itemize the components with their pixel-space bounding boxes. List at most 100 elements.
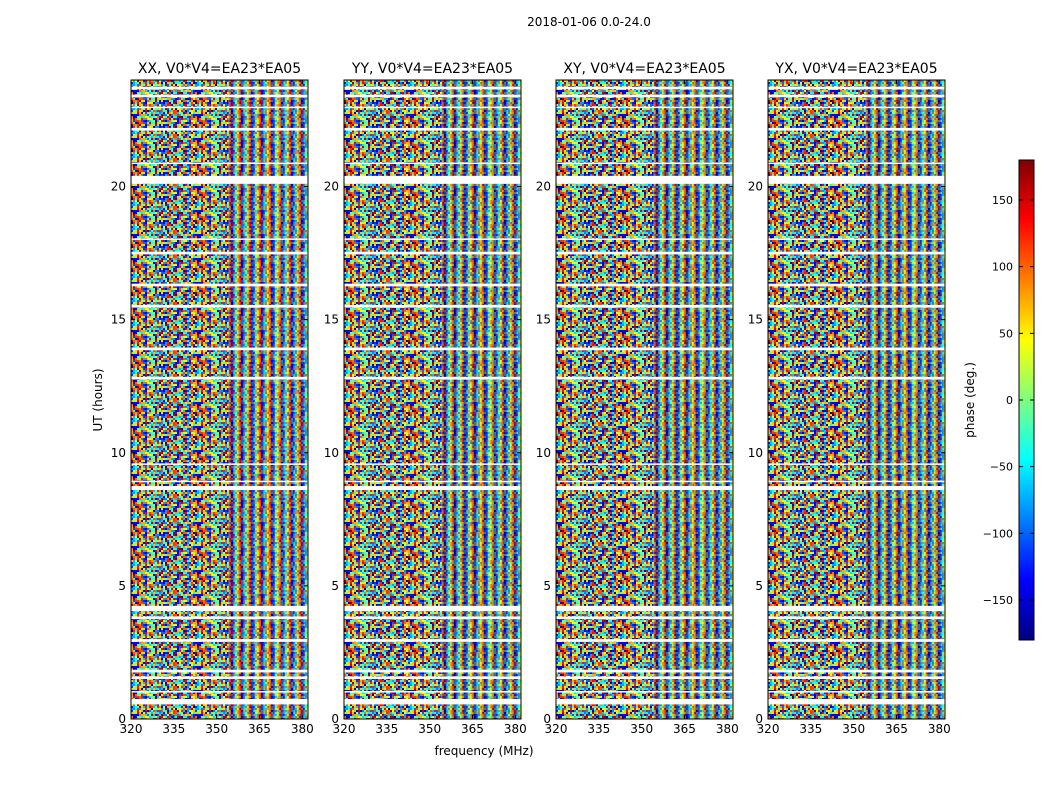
x-tick-label: 335	[799, 722, 822, 736]
x-tick-label: 365	[885, 722, 908, 736]
data-gap	[131, 86, 308, 90]
data-gap	[768, 699, 945, 705]
data-gap	[768, 639, 945, 642]
data-gap	[768, 347, 945, 351]
data-gap	[131, 175, 308, 184]
y-tick-label: 20	[324, 180, 339, 194]
data-gap	[131, 691, 308, 693]
y-tick-label: 5	[331, 579, 339, 593]
data-gap	[556, 376, 733, 380]
panel-title: XX, V0*V4=EA23*EA05	[138, 61, 301, 77]
panel-frame	[767, 79, 946, 720]
y-tick-label: 0	[331, 712, 339, 726]
data-gap	[131, 162, 308, 165]
data-gap	[344, 127, 521, 131]
figure-title: 2018-01-06 0.0-24.0	[527, 15, 651, 29]
x-tick-label: 350	[842, 722, 865, 736]
data-gap	[768, 376, 945, 380]
data-gap	[344, 106, 521, 109]
data-gap	[344, 251, 521, 255]
x-tick-label: 350	[630, 722, 653, 736]
data-gap	[768, 175, 945, 184]
x-tick-label: 365	[673, 722, 696, 736]
panel-yy: YY, V0*V4=EA23*EA05 320 335 350 365 380 0 5 10 15…	[324, 61, 527, 736]
y-tick-label: 20	[111, 180, 126, 194]
data-gap	[344, 94, 521, 98]
panels: XX, V0*V4=EA23*EA05 320 335 350 365 380 0 5 10 15…	[111, 61, 951, 736]
y-tick-label: 15	[111, 313, 126, 327]
data-gap	[344, 86, 521, 90]
data-gap	[556, 304, 733, 308]
data-gap	[768, 463, 945, 465]
x-axis-label: frequency (MHz)	[434, 744, 533, 758]
data-gap	[344, 283, 521, 287]
data-gap	[131, 106, 308, 109]
data-gap	[556, 283, 733, 287]
data-gap	[556, 480, 733, 483]
y-tick-label: 10	[536, 446, 551, 460]
data-gap	[131, 480, 308, 483]
data-gap	[344, 304, 521, 308]
panel-title: XY, V0*V4=EA23*EA05	[563, 61, 725, 77]
x-tick-label: 365	[461, 722, 484, 736]
data-gap	[556, 691, 733, 693]
data-gap	[768, 304, 945, 308]
panel-title: YX, V0*V4=EA23*EA05	[774, 61, 937, 77]
colorbar-label: phase (deg.)	[963, 362, 977, 438]
colorbar-tick-label: −100	[983, 527, 1013, 540]
data-gap	[344, 616, 521, 620]
y-tick-label: 15	[748, 313, 763, 327]
data-gap	[344, 676, 521, 680]
data-gap	[768, 251, 945, 255]
data-gap	[344, 639, 521, 642]
data-gap	[768, 480, 945, 483]
data-gap	[344, 347, 521, 351]
phase-fringes-xy	[653, 80, 733, 719]
y-tick-label: 0	[118, 712, 126, 726]
data-gap	[556, 639, 733, 642]
y-tick-label: 0	[543, 712, 551, 726]
data-gap	[344, 238, 521, 240]
data-gap	[131, 376, 308, 380]
data-gap	[131, 304, 308, 308]
data-gap	[344, 699, 521, 705]
y-tick-label: 10	[324, 446, 339, 460]
panel-title: YY, V0*V4=EA23*EA05	[351, 61, 513, 77]
x-tick-label: 335	[375, 722, 398, 736]
data-gap	[344, 480, 521, 483]
data-gap	[556, 127, 733, 131]
data-gap	[556, 486, 733, 491]
data-gap	[768, 94, 945, 98]
colorbar-tick-label: −50	[990, 461, 1013, 474]
colorbar-tick-label: 100	[992, 261, 1013, 274]
y-tick-label: 0	[755, 712, 763, 726]
data-gap	[131, 251, 308, 255]
data-gap	[131, 94, 308, 98]
colorbar: −150 −100 −50 0 50 100 150	[983, 159, 1035, 641]
y-axis-label: UT (hours)	[91, 368, 105, 431]
y-tick-label: 20	[748, 180, 763, 194]
phase-fringes-yx	[865, 80, 945, 719]
x-tick-label: 380	[716, 722, 739, 736]
data-gap	[131, 238, 308, 240]
data-gap	[344, 691, 521, 693]
data-gap	[344, 605, 521, 612]
y-tick-label: 10	[748, 446, 763, 460]
x-tick-label: 335	[162, 722, 185, 736]
data-gap	[131, 639, 308, 642]
data-gap	[556, 463, 733, 465]
data-gap	[768, 106, 945, 109]
data-gap	[131, 699, 308, 705]
data-gap	[556, 616, 733, 620]
panel-frame	[555, 79, 734, 720]
y-tick-label: 15	[536, 313, 551, 327]
panel-frame	[343, 79, 522, 720]
data-gap	[344, 463, 521, 465]
panel-frame	[130, 79, 309, 720]
data-gap	[768, 669, 945, 673]
colorbar-tick-label: 0	[1006, 394, 1013, 407]
x-tick-label: 365	[248, 722, 271, 736]
data-gap	[768, 162, 945, 165]
panel-xy: XY, V0*V4=EA23*EA05 320 335 350 365 380 0 5 10 15…	[536, 61, 739, 736]
data-gap	[556, 238, 733, 240]
